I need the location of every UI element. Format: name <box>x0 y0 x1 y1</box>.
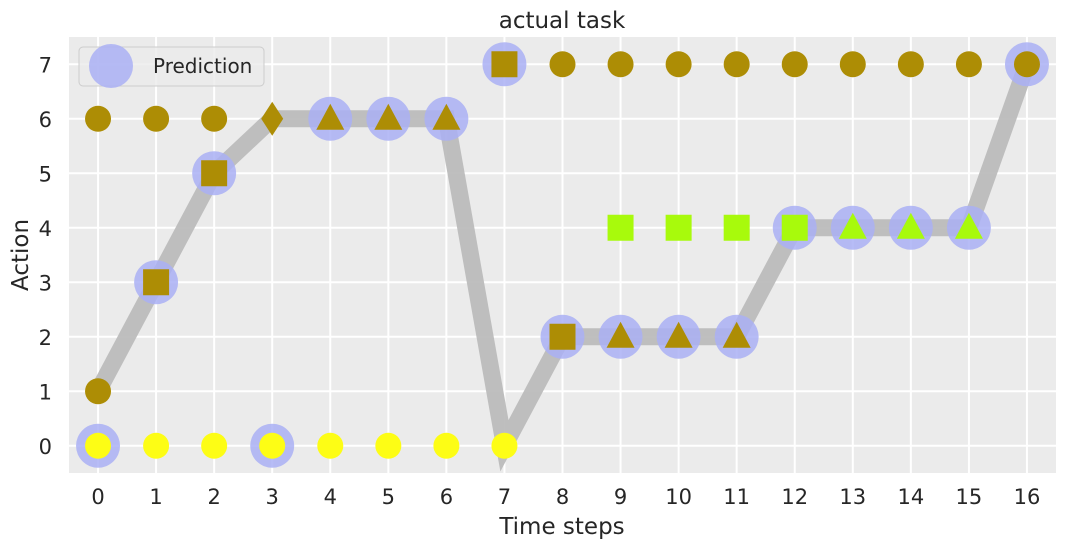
chart-title: actual task <box>499 8 626 34</box>
data-point-square <box>781 214 808 241</box>
y-axis-label: Action <box>8 219 34 291</box>
x-tick-label: 9 <box>614 485 627 509</box>
data-point-triangle <box>432 103 461 130</box>
data-point-circle <box>665 51 692 78</box>
x-tick-labels: 0 1 2 3 4 5 6 7 8 9 10 11 12 13 14 15 16 <box>91 485 1040 509</box>
data-point-circle <box>607 51 634 78</box>
x-tick-label: 3 <box>266 485 279 509</box>
x-tick-label: 2 <box>207 485 220 509</box>
data-point-triangle <box>606 321 635 348</box>
y-tick-label: 4 <box>39 217 52 241</box>
data-point-square <box>201 160 228 187</box>
data-point-square <box>491 51 518 78</box>
x-tick-label: 6 <box>440 485 453 509</box>
x-tick-label: 8 <box>556 485 569 509</box>
data-point-square <box>549 323 576 350</box>
x-tick-label: 1 <box>149 485 162 509</box>
data-markers <box>85 51 1040 459</box>
data-point-triangle <box>954 212 983 239</box>
legend-marker-prediction <box>89 44 133 88</box>
data-point-circle <box>85 105 112 132</box>
data-point-circle <box>1013 51 1040 78</box>
x-tick-label: 7 <box>498 485 511 509</box>
data-point-circle <box>85 432 112 459</box>
data-point-triangle <box>664 321 693 348</box>
data-point-square <box>607 214 634 241</box>
x-tick-label: 11 <box>723 485 750 509</box>
data-point-triangle <box>896 212 925 239</box>
data-point-circle <box>723 51 750 78</box>
y-tick-labels: 0 1 2 3 4 5 6 7 <box>39 53 52 459</box>
data-point-circle <box>549 51 576 78</box>
data-point-circle <box>897 51 924 78</box>
x-tick-label: 13 <box>839 485 866 509</box>
data-point-circle <box>955 51 982 78</box>
data-point-triangle <box>722 321 751 348</box>
data-point-square <box>143 269 170 296</box>
data-point-circle <box>201 432 228 459</box>
x-tick-label: 16 <box>1014 485 1041 509</box>
y-tick-label: 5 <box>39 162 52 186</box>
x-tick-label: 4 <box>324 485 337 509</box>
x-tick-label: 10 <box>665 485 692 509</box>
y-tick-label: 7 <box>39 53 52 77</box>
data-point-circle <box>839 51 866 78</box>
data-point-circle <box>433 432 460 459</box>
x-axis-label: Time steps <box>498 514 624 540</box>
data-point-triangle <box>838 212 867 239</box>
data-point-square <box>723 214 750 241</box>
data-point-circle <box>781 51 808 78</box>
legend: Prediction <box>78 44 265 88</box>
legend-label-prediction: Prediction <box>153 54 252 78</box>
data-point-circle <box>143 105 170 132</box>
y-tick-label: 3 <box>39 271 52 295</box>
data-point-circle <box>259 432 286 459</box>
x-tick-label: 5 <box>382 485 395 509</box>
y-tick-label: 1 <box>39 380 52 404</box>
y-tick-label: 0 <box>39 435 52 459</box>
x-tick-label: 15 <box>956 485 983 509</box>
x-tick-label: 0 <box>91 485 104 509</box>
data-point-square <box>665 214 692 241</box>
data-point-circle <box>85 378 112 405</box>
data-point-triangle <box>374 103 403 130</box>
data-point-circle <box>375 432 402 459</box>
data-point-diamond <box>261 101 284 136</box>
x-tick-label: 14 <box>897 485 924 509</box>
data-point-circle <box>491 432 518 459</box>
x-tick-label: 12 <box>781 485 808 509</box>
data-point-circle <box>143 432 170 459</box>
data-point-circle <box>317 432 344 459</box>
y-tick-label: 2 <box>39 326 52 350</box>
y-tick-label: 6 <box>39 108 52 132</box>
data-point-triangle <box>316 103 345 130</box>
data-point-circle <box>201 105 228 132</box>
